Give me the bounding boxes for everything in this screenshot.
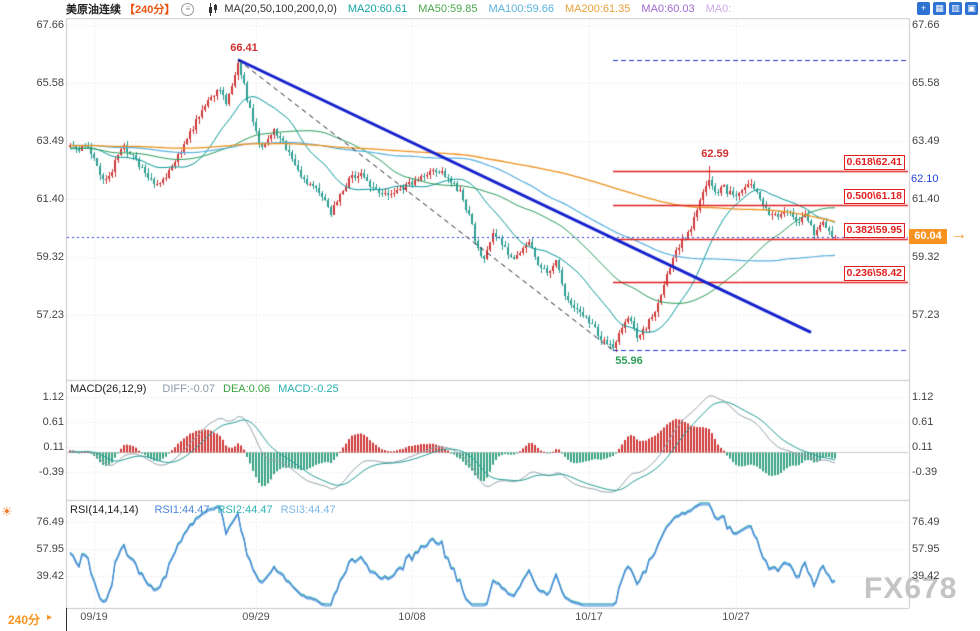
candlestick-icon xyxy=(209,2,218,16)
y-axis-label-left: 65.58 xyxy=(36,76,64,89)
y-axis-label-right: 67.66 xyxy=(912,19,940,31)
y-axis-label-left: 63.49 xyxy=(36,134,64,147)
rsi-axis-label-right: 76.49 xyxy=(912,515,940,528)
y-axis-label-right: 59.32 xyxy=(912,250,940,263)
rsi-axis-label-right: 57.95 xyxy=(912,543,940,555)
rsi-axis-label-left: 76.49 xyxy=(36,515,64,528)
x-axis-date-label: 09/19 xyxy=(80,611,108,623)
axis-corner-tick xyxy=(66,608,67,631)
period-tab-arrow-icon: ▸ xyxy=(47,612,53,623)
ma-value: MA200:61.35 xyxy=(564,3,631,15)
rsi-values-group: RSI1:44.47 RSI2:44.47 RSI3:44.47 xyxy=(146,504,335,516)
drawing-tools-icon[interactable]: ☀ xyxy=(1,504,13,519)
ma-value: MA50:59.85 xyxy=(418,3,478,15)
y-axis-label-left: 61.40 xyxy=(36,193,64,206)
y-axis-label-right: 57.23 xyxy=(912,308,940,321)
y-axis-label-right: 65.58 xyxy=(912,76,940,89)
instrument-title: 美原油连续 xyxy=(66,4,121,16)
price-annotation: 62.59 xyxy=(701,147,729,160)
macd-axis-label-left: 1.12 xyxy=(42,390,64,403)
y-axis-label-left: 67.66 xyxy=(36,19,64,31)
ma-value: MA20:60.61 xyxy=(347,3,408,15)
rsi-value: RSI1:44.47 xyxy=(154,504,210,516)
macd-axis-label-right: -0.39 xyxy=(912,466,938,478)
fib-level-label[interactable]: 0.382\59.95 xyxy=(843,223,905,239)
ma-value: MA0:60.03 xyxy=(641,3,695,15)
rsi-value: RSI3:44.47 xyxy=(280,504,336,516)
x-axis-date-label: 10/27 xyxy=(722,611,750,623)
macd-values-group: DIFF:-0.07 DEA:0.06 MACD:-0.25 xyxy=(154,383,338,395)
macd-value: DIFF:-0.07 xyxy=(162,383,215,395)
add-view-icon[interactable]: + xyxy=(917,2,930,15)
last-price-tag: 60.04 xyxy=(909,229,947,244)
macd-axis-label-right: 1.12 xyxy=(912,390,934,403)
rsi-axis-label-left: 57.95 xyxy=(36,543,64,555)
watermark: FX678 xyxy=(864,572,958,605)
price-annotation: 66.41 xyxy=(230,41,258,54)
rsi-title: RSI(14,14,14) xyxy=(70,504,139,516)
x-axis-date-label: 10/08 xyxy=(398,611,426,623)
macd-title: MACD(26,12,9) xyxy=(70,383,147,395)
rsi-axis-label-right: 39.42 xyxy=(912,569,940,582)
y-axis-label-right: 63.49 xyxy=(912,134,940,147)
y-axis-label-left: 59.32 xyxy=(36,250,64,263)
price-annotation: 55.96 xyxy=(615,355,643,368)
macd-axis-label-left: 0.61 xyxy=(42,416,64,428)
ma-value: MA100:59.66 xyxy=(488,3,554,15)
fib-level-label[interactable]: 0.236\58.42 xyxy=(843,265,905,281)
layout-icon[interactable]: ▣ xyxy=(965,2,978,15)
macd-axis-label-left: 0.11 xyxy=(43,441,64,453)
ma-values-group: MA20:60.61 MA50:59.85 MA100:59.66 MA200:61.… xyxy=(337,3,731,15)
indicator-settings-icon[interactable]: ≡ xyxy=(181,2,195,16)
ma-value: MA0: xyxy=(705,3,732,15)
y-axis-label-left: 57.23 xyxy=(36,308,64,321)
rsi-header: RSI(14,14,14) RSI1:44.47 RSI2:44.47 RSI3:44… xyxy=(70,504,336,516)
macd-header: MACD(26,12,9) DIFF:-0.07 DEA:0.06 MACD:-0.2… xyxy=(70,383,339,395)
right-axis-alert-label: 62.10 xyxy=(911,173,939,185)
macd-value: DEA:0.06 xyxy=(223,383,271,395)
period-tag: 【240分】 xyxy=(124,4,176,16)
x-axis-date-label: 09/29 xyxy=(242,611,270,623)
macd-value: MACD:-0.25 xyxy=(278,383,339,395)
rsi-value: RSI2:44.47 xyxy=(217,504,273,516)
x-axis-date-label: 10/17 xyxy=(575,611,603,623)
go-to-latest-button[interactable]: → xyxy=(951,226,967,243)
macd-axis-label-right: 0.11 xyxy=(912,441,933,453)
ma-settings-label: MA(20,50,100,200,0,0) xyxy=(224,3,337,15)
macd-axis-label-left: -0.39 xyxy=(38,466,64,478)
fib-level-label[interactable]: 0.618\62.41 xyxy=(843,154,905,170)
chart-type-icon[interactable]: ▥ xyxy=(949,2,962,15)
fib-level-label[interactable]: 0.500\61.18 xyxy=(843,189,905,205)
rsi-axis-label-left: 39.42 xyxy=(36,569,64,582)
y-axis-label-right: 61.40 xyxy=(912,193,940,206)
grid-view-icon[interactable]: ▦ xyxy=(933,2,946,15)
period-tab-240min[interactable]: 240分 xyxy=(8,613,41,627)
chart-header: 美原油连续 【240分】 ≡ MA(20,50,100,200,0,0) MA2… xyxy=(0,0,980,18)
macd-axis-label-right: 0.61 xyxy=(912,416,934,428)
header-toolbar: + ▦ ▥ ▣ xyxy=(917,2,978,15)
